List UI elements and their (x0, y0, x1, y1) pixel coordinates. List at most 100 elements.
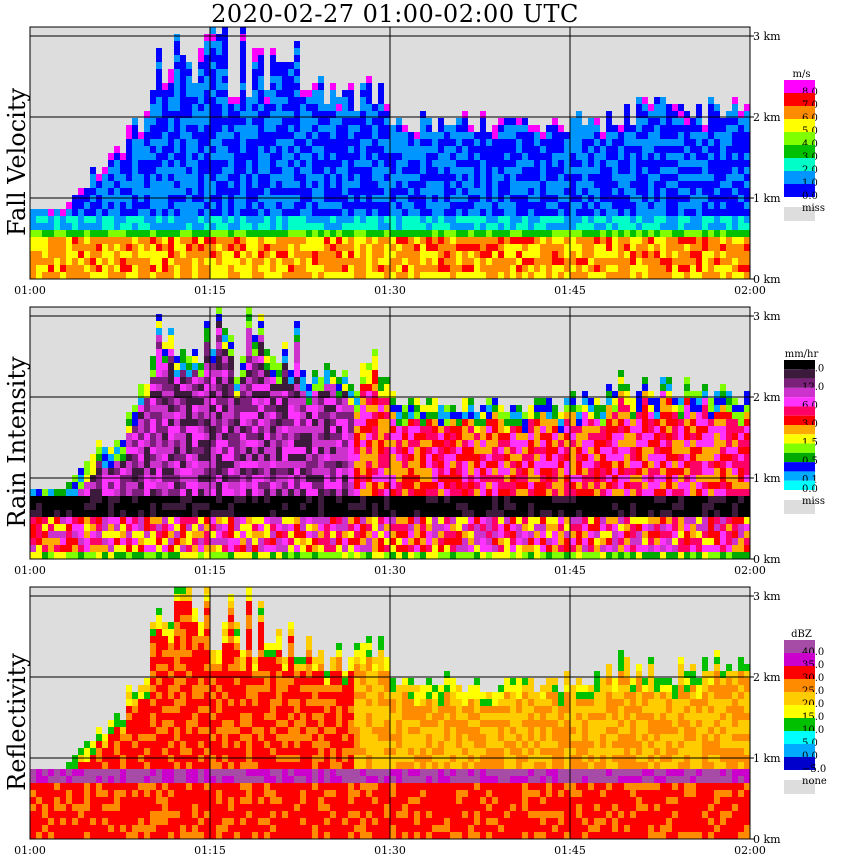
heatmap-cell (342, 139, 348, 146)
legend-label: 1.0 (802, 178, 818, 189)
heatmap-cell (180, 181, 186, 188)
heatmap-cell (444, 251, 450, 258)
heatmap-cell (720, 202, 726, 209)
heatmap-cell (426, 503, 432, 510)
heatmap-cell (168, 356, 174, 363)
heatmap-cell (108, 552, 114, 559)
heatmap-cell (276, 440, 282, 447)
heatmap-cell (228, 391, 234, 398)
heatmap-cell (324, 391, 330, 398)
heatmap-cell (450, 496, 456, 503)
heatmap-cell (282, 496, 288, 503)
heatmap-cell (576, 181, 582, 188)
heatmap-cell (66, 216, 72, 223)
heatmap-cell (486, 244, 492, 251)
heatmap-cell (246, 552, 252, 559)
heatmap-cell (228, 272, 234, 279)
heatmap-cell (216, 440, 222, 447)
heatmap-cell (486, 447, 492, 454)
heatmap-cell (162, 419, 168, 426)
heatmap-cell (366, 97, 372, 104)
heatmap-cell (54, 552, 60, 559)
heatmap-cell (720, 237, 726, 244)
heatmap-cell (288, 132, 294, 139)
heatmap-cell (642, 230, 648, 237)
heatmap-cell (426, 461, 432, 468)
heatmap-cell (498, 209, 504, 216)
heatmap-cell (72, 552, 78, 559)
heatmap-cell (216, 118, 222, 125)
heatmap-cell (174, 153, 180, 160)
heatmap-cell (96, 188, 102, 195)
heatmap-cell (564, 237, 570, 244)
heatmap-cell (174, 216, 180, 223)
heatmap-cell (174, 265, 180, 272)
heatmap-cell (708, 265, 714, 272)
heatmap-cell (270, 48, 276, 55)
heatmap-cell (162, 111, 168, 118)
heatmap-cell (204, 76, 210, 83)
heatmap-cell (150, 146, 156, 153)
heatmap-cell (582, 188, 588, 195)
heatmap-cell (354, 237, 360, 244)
heatmap-cell (300, 104, 306, 111)
heatmap-cell (402, 482, 408, 489)
heatmap-cell (132, 545, 138, 552)
heatmap-cell (468, 412, 474, 419)
heatmap-cell (204, 356, 210, 363)
heatmap-cell (570, 258, 576, 265)
heatmap-cell (198, 370, 204, 377)
heatmap-cell (96, 552, 102, 559)
heatmap-cell (360, 468, 366, 475)
heatmap-cell (612, 202, 618, 209)
heatmap-cell (204, 272, 210, 279)
heatmap-cell (510, 538, 516, 545)
heatmap-cell (546, 265, 552, 272)
heatmap-cell (558, 244, 564, 251)
heatmap-cell (486, 426, 492, 433)
heatmap-cell (612, 160, 618, 167)
heatmap-cell (558, 125, 564, 132)
heatmap-cell (720, 174, 726, 181)
heatmap-cell (150, 104, 156, 111)
heatmap-cell (444, 139, 450, 146)
heatmap-cell (336, 132, 342, 139)
heatmap-cell (528, 419, 534, 426)
heatmap-cell (234, 545, 240, 552)
heatmap-cell (252, 216, 258, 223)
heatmap-cell (744, 174, 750, 181)
heatmap-cell (294, 335, 300, 342)
heatmap-cell (102, 538, 108, 545)
heatmap-cell (222, 342, 228, 349)
heatmap-cell (732, 237, 738, 244)
heatmap-cell (186, 265, 192, 272)
heatmap-cell (600, 244, 606, 251)
heatmap-cell (714, 258, 720, 265)
heatmap-cell (270, 118, 276, 125)
heatmap-cell (198, 496, 204, 503)
heatmap-cell (258, 482, 264, 489)
heatmap-cell (162, 461, 168, 468)
heatmap-cell (96, 482, 102, 489)
heatmap-cell (414, 447, 420, 454)
heatmap-cell (708, 146, 714, 153)
heatmap-cell (114, 146, 120, 153)
heatmap-cell (492, 517, 498, 524)
heatmap-cell (156, 342, 162, 349)
heatmap-cell (180, 447, 186, 454)
heatmap-cell (552, 258, 558, 265)
heatmap-cell (150, 377, 156, 384)
heatmap-cell (222, 34, 228, 41)
heatmap-cell (66, 251, 72, 258)
heatmap-cell (696, 209, 702, 216)
heatmap-cell (186, 167, 192, 174)
heatmap-cell (264, 272, 270, 279)
heatmap-cell (396, 167, 402, 174)
heatmap-cell (312, 384, 318, 391)
heatmap-cell (258, 335, 264, 342)
heatmap-cell (528, 251, 534, 258)
heatmap-cell (240, 62, 246, 69)
heatmap-cell (498, 188, 504, 195)
heatmap-cell (330, 167, 336, 174)
heatmap-cell (78, 216, 84, 223)
